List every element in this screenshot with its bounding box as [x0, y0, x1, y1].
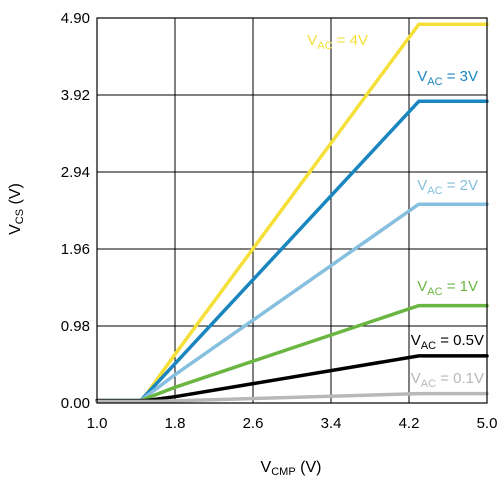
series-label: VAC = 0.1V: [411, 370, 484, 390]
y-tick-label: 4.90: [61, 10, 90, 27]
plot-border: [96, 17, 488, 404]
y-tick-label: 0.98: [61, 318, 90, 335]
series-line: [95, 391, 489, 404]
x-tick-labels: 1.0 1.8 2.6 3.4 4.2 5.0: [87, 415, 498, 432]
y-tick-label: 2.94: [61, 164, 90, 181]
y-axis-label: VCS (V): [7, 183, 26, 235]
x-tick-label: 5.0: [477, 415, 498, 432]
plot-frame: [96, 17, 488, 404]
series-label: VAC = 4V: [307, 32, 368, 52]
series-label: VAC = 0.5V: [411, 332, 484, 352]
y-tick-label: 1.96: [61, 241, 90, 258]
y-tick-labels: 0.00 0.98 1.96 2.94 3.92 4.90: [61, 10, 90, 412]
series-lines: [95, 22, 489, 404]
x-tick-label: 4.2: [399, 415, 420, 432]
x-tick-label: 1.8: [165, 415, 186, 432]
series-label: VAC = 3V: [417, 68, 478, 88]
series-line: [95, 202, 489, 403]
series-labels: VAC = 4V VAC = 3V VAC = 2V VAC = 1V VAC = 0.…: [307, 32, 484, 390]
x-tick-label: 1.0: [87, 415, 108, 432]
x-tick-label: 2.6: [243, 415, 264, 432]
series-label: VAC = 2V: [417, 177, 478, 197]
x-tick-label: 3.4: [321, 415, 342, 432]
series-label: VAC = 1V: [417, 278, 478, 298]
y-tick-label: 3.92: [61, 87, 90, 104]
y-tick-label: 0.00: [61, 395, 90, 412]
x-axis-label: VCMP (V): [261, 459, 322, 478]
